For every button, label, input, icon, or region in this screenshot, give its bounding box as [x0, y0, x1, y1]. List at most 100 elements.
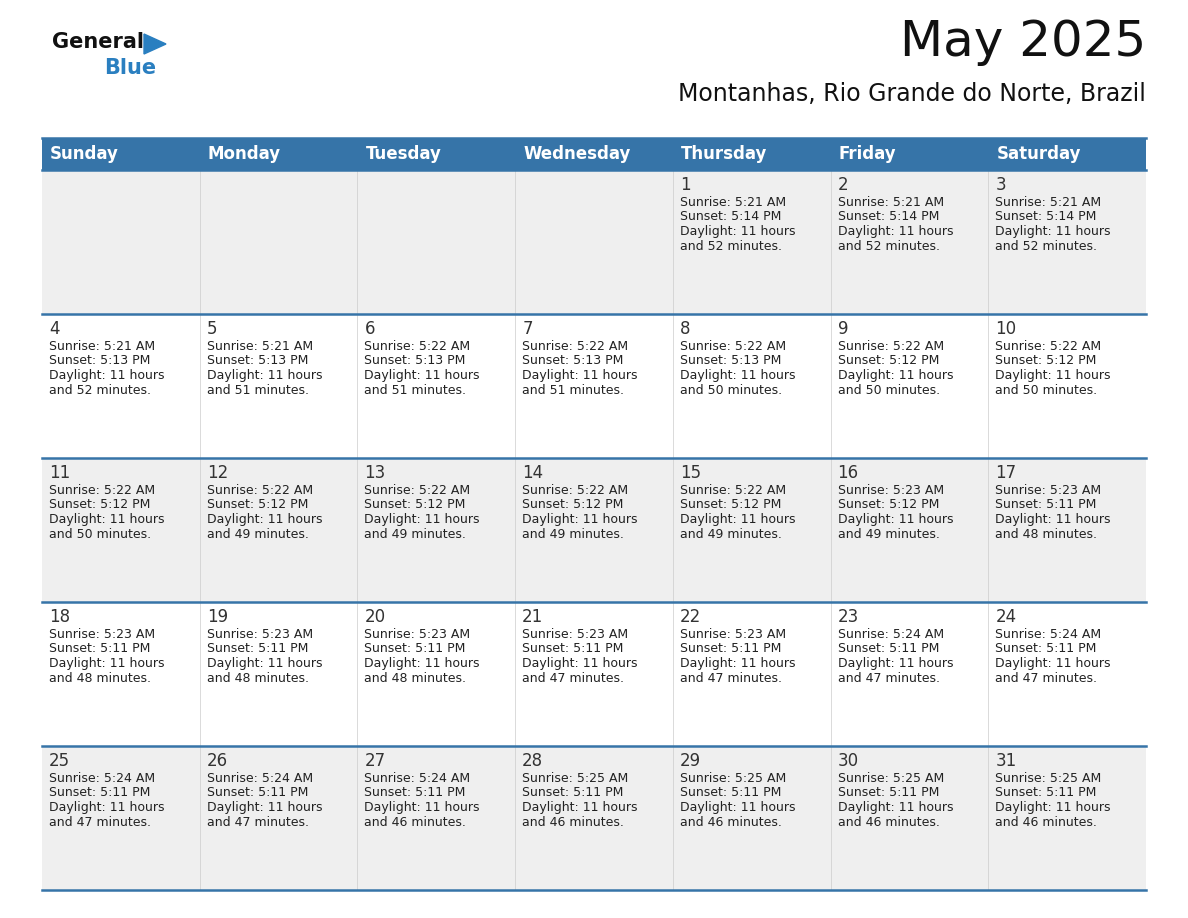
Text: Sunrise: 5:23 AM: Sunrise: 5:23 AM	[365, 628, 470, 641]
Text: Sunrise: 5:21 AM: Sunrise: 5:21 AM	[838, 196, 943, 209]
Text: Daylight: 11 hours: Daylight: 11 hours	[49, 801, 164, 814]
Text: Sunrise: 5:22 AM: Sunrise: 5:22 AM	[838, 340, 943, 353]
Bar	[358, 170, 516, 314]
Text: and 50 minutes.: and 50 minutes.	[680, 384, 782, 397]
Text: 9: 9	[838, 320, 848, 338]
Bar	[42, 602, 200, 746]
Bar	[988, 746, 1146, 890]
Text: and 47 minutes.: and 47 minutes.	[523, 671, 624, 685]
Text: and 52 minutes.: and 52 minutes.	[49, 384, 151, 397]
Bar	[200, 170, 358, 314]
Bar	[516, 314, 672, 458]
Text: Sunset: 5:11 PM: Sunset: 5:11 PM	[838, 787, 939, 800]
Text: Sunrise: 5:21 AM: Sunrise: 5:21 AM	[680, 196, 786, 209]
Text: 11: 11	[49, 464, 70, 482]
Text: and 50 minutes.: and 50 minutes.	[996, 384, 1098, 397]
Text: Montanhas, Rio Grande do Norte, Brazil: Montanhas, Rio Grande do Norte, Brazil	[678, 82, 1146, 106]
Text: 5: 5	[207, 320, 217, 338]
Text: and 46 minutes.: and 46 minutes.	[523, 815, 624, 829]
Text: 27: 27	[365, 752, 386, 770]
Text: Sunset: 5:11 PM: Sunset: 5:11 PM	[680, 643, 782, 655]
Text: Sunrise: 5:25 AM: Sunrise: 5:25 AM	[523, 772, 628, 785]
Text: Wednesday: Wednesday	[523, 145, 631, 163]
Text: 21: 21	[523, 608, 543, 626]
Text: Sunrise: 5:21 AM: Sunrise: 5:21 AM	[207, 340, 312, 353]
Bar	[358, 138, 516, 170]
Text: Sunrise: 5:23 AM: Sunrise: 5:23 AM	[523, 628, 628, 641]
Text: Sunrise: 5:22 AM: Sunrise: 5:22 AM	[49, 484, 156, 497]
Text: Sunrise: 5:24 AM: Sunrise: 5:24 AM	[838, 628, 943, 641]
Text: Sunset: 5:11 PM: Sunset: 5:11 PM	[365, 643, 466, 655]
Text: Blue: Blue	[105, 58, 156, 78]
Bar	[830, 746, 988, 890]
Bar	[672, 314, 830, 458]
Text: Daylight: 11 hours: Daylight: 11 hours	[838, 369, 953, 382]
Text: Sunset: 5:11 PM: Sunset: 5:11 PM	[996, 787, 1097, 800]
Text: Daylight: 11 hours: Daylight: 11 hours	[680, 657, 795, 670]
Text: 23: 23	[838, 608, 859, 626]
Text: Sunrise: 5:22 AM: Sunrise: 5:22 AM	[523, 340, 628, 353]
Text: Daylight: 11 hours: Daylight: 11 hours	[996, 513, 1111, 526]
Text: Sunset: 5:12 PM: Sunset: 5:12 PM	[838, 354, 939, 367]
Text: Sunset: 5:12 PM: Sunset: 5:12 PM	[207, 498, 308, 511]
Text: and 48 minutes.: and 48 minutes.	[996, 528, 1098, 541]
Text: 3: 3	[996, 176, 1006, 194]
Text: Daylight: 11 hours: Daylight: 11 hours	[207, 657, 322, 670]
Text: and 49 minutes.: and 49 minutes.	[365, 528, 467, 541]
Text: Sunset: 5:13 PM: Sunset: 5:13 PM	[49, 354, 151, 367]
Text: Sunrise: 5:21 AM: Sunrise: 5:21 AM	[49, 340, 156, 353]
Text: Thursday: Thursday	[681, 145, 767, 163]
Text: Sunset: 5:11 PM: Sunset: 5:11 PM	[49, 643, 151, 655]
Text: Sunset: 5:11 PM: Sunset: 5:11 PM	[680, 787, 782, 800]
Text: and 46 minutes.: and 46 minutes.	[996, 815, 1098, 829]
Text: Daylight: 11 hours: Daylight: 11 hours	[838, 657, 953, 670]
Text: Sunrise: 5:22 AM: Sunrise: 5:22 AM	[996, 340, 1101, 353]
Text: Daylight: 11 hours: Daylight: 11 hours	[523, 369, 638, 382]
Text: 17: 17	[996, 464, 1017, 482]
Text: Sunrise: 5:22 AM: Sunrise: 5:22 AM	[523, 484, 628, 497]
Bar	[200, 138, 358, 170]
Bar	[830, 138, 988, 170]
Bar	[42, 746, 200, 890]
Text: Sunrise: 5:25 AM: Sunrise: 5:25 AM	[680, 772, 786, 785]
Text: Daylight: 11 hours: Daylight: 11 hours	[207, 801, 322, 814]
Text: Daylight: 11 hours: Daylight: 11 hours	[996, 657, 1111, 670]
Text: Sunset: 5:13 PM: Sunset: 5:13 PM	[523, 354, 624, 367]
Text: Daylight: 11 hours: Daylight: 11 hours	[838, 801, 953, 814]
Text: Friday: Friday	[839, 145, 896, 163]
Text: and 47 minutes.: and 47 minutes.	[207, 815, 309, 829]
Text: 24: 24	[996, 608, 1017, 626]
Text: and 51 minutes.: and 51 minutes.	[365, 384, 467, 397]
Text: Sunrise: 5:23 AM: Sunrise: 5:23 AM	[838, 484, 943, 497]
Text: 31: 31	[996, 752, 1017, 770]
Text: and 52 minutes.: and 52 minutes.	[838, 240, 940, 252]
Text: Sunrise: 5:23 AM: Sunrise: 5:23 AM	[680, 628, 786, 641]
Text: 28: 28	[523, 752, 543, 770]
Text: 7: 7	[523, 320, 532, 338]
Text: Daylight: 11 hours: Daylight: 11 hours	[680, 225, 795, 238]
Text: and 47 minutes.: and 47 minutes.	[49, 815, 151, 829]
Text: and 50 minutes.: and 50 minutes.	[838, 384, 940, 397]
Text: Daylight: 11 hours: Daylight: 11 hours	[996, 801, 1111, 814]
Text: Sunset: 5:11 PM: Sunset: 5:11 PM	[838, 643, 939, 655]
Text: General: General	[52, 32, 144, 52]
Text: Sunset: 5:14 PM: Sunset: 5:14 PM	[838, 210, 939, 223]
Text: and 49 minutes.: and 49 minutes.	[680, 528, 782, 541]
Text: Sunrise: 5:23 AM: Sunrise: 5:23 AM	[207, 628, 312, 641]
Text: Daylight: 11 hours: Daylight: 11 hours	[365, 801, 480, 814]
Text: Daylight: 11 hours: Daylight: 11 hours	[49, 513, 164, 526]
Bar	[42, 458, 200, 602]
Text: Daylight: 11 hours: Daylight: 11 hours	[996, 369, 1111, 382]
Bar	[988, 314, 1146, 458]
Text: Sunset: 5:11 PM: Sunset: 5:11 PM	[523, 643, 624, 655]
Text: Sunrise: 5:22 AM: Sunrise: 5:22 AM	[680, 484, 786, 497]
Text: Sunset: 5:12 PM: Sunset: 5:12 PM	[523, 498, 624, 511]
Bar	[672, 170, 830, 314]
Text: Daylight: 11 hours: Daylight: 11 hours	[365, 657, 480, 670]
Text: and 51 minutes.: and 51 minutes.	[207, 384, 309, 397]
Text: Sunset: 5:14 PM: Sunset: 5:14 PM	[680, 210, 782, 223]
Text: and 48 minutes.: and 48 minutes.	[49, 671, 151, 685]
Bar	[200, 314, 358, 458]
Text: Tuesday: Tuesday	[366, 145, 441, 163]
Bar	[672, 602, 830, 746]
